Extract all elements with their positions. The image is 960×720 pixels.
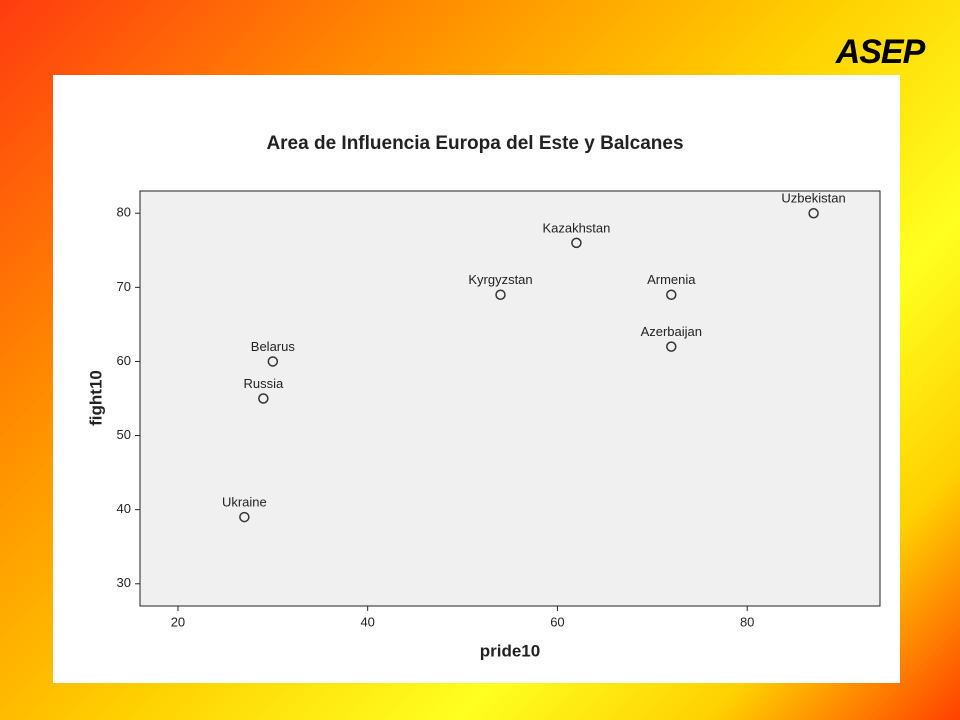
logo: ASEP [835,33,926,71]
point [666,341,677,352]
y-tick-label: 50 [117,427,131,442]
y-tick-label: 30 [117,575,131,590]
point [239,511,250,523]
chart-title: Area de Influencia Europa del Este y Bal… [266,133,683,154]
point [666,289,677,300]
point [571,237,582,249]
point-label: Uzbekistan [781,191,845,206]
point [258,393,269,404]
x-tick-label: 40 [360,614,374,629]
x-tick-label: 60 [550,614,564,629]
point-label: Ukraine [222,495,267,510]
y-tick-label: 70 [117,279,131,294]
y-tick-label: 40 [117,501,131,516]
plot-area [139,190,881,607]
point [495,289,506,300]
x-tick-label: 80 [740,614,754,629]
point-label: Belarus [251,339,296,354]
x-axis-label: pride10 [480,641,540,660]
point-label: Kyrgyzstan [468,272,532,287]
point-label: Azerbaijan [641,324,702,339]
point-label: Armenia [647,272,696,287]
point [808,207,819,219]
y-tick-label: 60 [117,353,131,368]
x-tick-label: 20 [171,614,185,629]
point [267,356,279,367]
y-tick-label: 80 [117,205,131,220]
y-axis-label: fight10 [86,370,105,426]
point-label: Russia [243,376,284,391]
point-label: Kazakhstan [542,220,610,235]
